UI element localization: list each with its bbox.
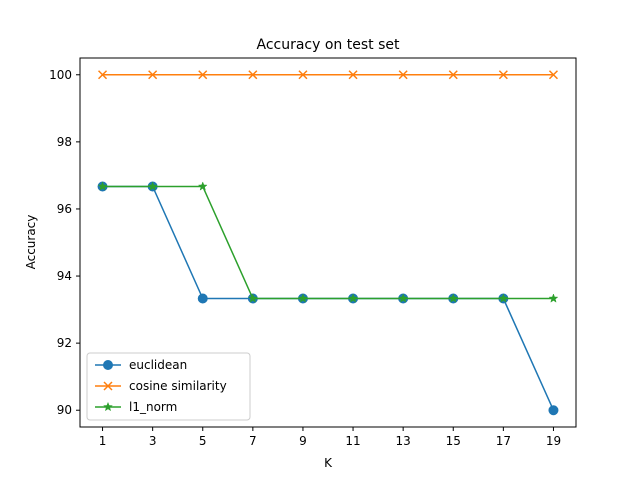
data-point: [498, 293, 509, 303]
y-tick-label: 100: [49, 68, 72, 82]
y-tick-label: 94: [57, 269, 72, 283]
y-axis: 90 92 94 96 98 100: [49, 68, 80, 417]
legend-marker: [103, 360, 113, 370]
legend-item: euclidean: [95, 358, 187, 372]
data-point: [297, 293, 308, 303]
data-point: [248, 70, 258, 80]
data-point: [298, 70, 308, 80]
data-point: [98, 70, 108, 80]
x-axis-label: K: [324, 456, 333, 470]
y-tick-label: 92: [57, 336, 72, 350]
x-tick-label: 11: [345, 434, 360, 448]
x-tick-label: 13: [396, 434, 411, 448]
legend-item: l1_norm: [95, 400, 177, 414]
data-point: [147, 181, 158, 191]
data-point: [97, 181, 108, 191]
legend: euclidean cosine similarity l1_norm: [86, 352, 251, 421]
legend-item: cosine similarity: [95, 379, 227, 393]
y-tick-label: 96: [57, 202, 72, 216]
legend-label: cosine similarity: [129, 379, 227, 393]
data-point: [247, 293, 258, 303]
x-tick-label: 9: [299, 434, 307, 448]
series-cosine-similarity: [98, 70, 558, 80]
x-tick-label: 17: [496, 434, 511, 448]
data-point: [498, 70, 508, 80]
x-tick-label: 7: [249, 434, 257, 448]
y-tick-label: 98: [57, 135, 72, 149]
legend-marker: [103, 401, 113, 412]
data-point: [398, 70, 408, 80]
x-axis: 1 3 5 7 9 11 13 15 17 19: [99, 427, 561, 448]
data-point: [548, 70, 558, 80]
data-point: [148, 70, 158, 80]
data-point: [448, 70, 458, 80]
data-point: [197, 293, 208, 304]
axes-frame: [79, 57, 577, 428]
x-tick-label: 1: [99, 434, 107, 448]
data-point: [197, 181, 208, 191]
series-line: [102, 185, 554, 300]
chart-title: Accuracy on test set: [257, 37, 400, 53]
x-tick-label: 5: [199, 434, 207, 448]
x-tick-label: 3: [149, 434, 157, 448]
data-point: [198, 70, 208, 80]
legend-label: l1_norm: [129, 400, 177, 414]
legend-box: [86, 352, 251, 421]
y-axis-label: Accuracy: [24, 215, 38, 270]
series-l1-norm: [97, 181, 559, 303]
data-point: [348, 293, 359, 303]
data-point: [398, 293, 409, 303]
data-point: [548, 405, 559, 416]
plot-area: [97, 70, 559, 416]
data-point: [348, 70, 358, 80]
y-tick-label: 90: [57, 403, 72, 417]
legend-label: euclidean: [129, 358, 187, 372]
x-tick-label: 19: [546, 434, 561, 448]
data-point: [548, 293, 559, 303]
x-tick-label: 15: [446, 434, 461, 448]
legend-marker: [103, 381, 113, 391]
data-point: [448, 293, 459, 303]
